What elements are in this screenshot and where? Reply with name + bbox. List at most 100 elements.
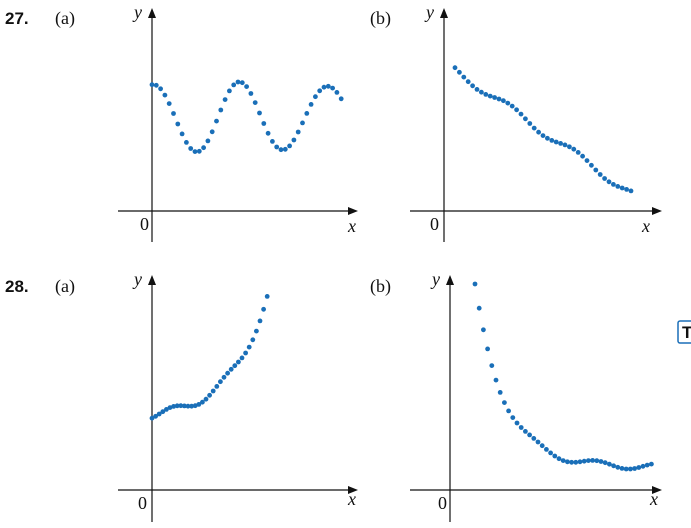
x-axis-label: x [347, 216, 356, 236]
scatter-dot [567, 144, 572, 150]
scatter-dot [236, 359, 241, 365]
scatter-dot [558, 141, 563, 146]
scatter-dot [184, 140, 189, 145]
scatter-dot [556, 456, 562, 462]
scatter-dot [472, 281, 478, 287]
scatter-dot [493, 377, 499, 383]
scatter-dot [476, 305, 482, 311]
problem-number: 28. [5, 277, 29, 296]
scatter-dot [257, 110, 262, 116]
x-axis-label: x [649, 489, 658, 509]
scatter-dot [248, 91, 254, 96]
scatter-dot [214, 118, 219, 124]
scatter-dot [300, 120, 305, 126]
scatter-dot [250, 337, 256, 343]
scatter-dot [505, 100, 511, 106]
scatter-dot [295, 129, 301, 135]
scatter-dot [523, 429, 528, 434]
scatter-dot [313, 94, 318, 100]
scatter-dot [243, 350, 249, 356]
scatter-dot [544, 447, 549, 452]
scatter-dot [569, 459, 574, 465]
scatter-dot [239, 355, 245, 361]
scatter-dot [483, 92, 489, 97]
scatter-dot [527, 121, 533, 126]
scatter-dot [174, 403, 180, 409]
scatter-dot [607, 461, 612, 467]
x-arrow [652, 207, 662, 215]
scatter-dot [162, 92, 168, 98]
scatter-dot [560, 458, 566, 463]
scatter-dot [649, 461, 654, 467]
scatter-dot [185, 403, 191, 409]
scatter-dot [536, 129, 541, 135]
scatter-dot [502, 400, 507, 405]
scatter-dot [487, 93, 493, 99]
scatter-dot [465, 79, 471, 85]
scatter-dot [535, 439, 541, 445]
scatter-dot [225, 370, 231, 376]
scatter-dot [171, 111, 176, 116]
scatter-dot [518, 111, 524, 117]
scatter-dot [552, 453, 558, 459]
scatter-dot [575, 150, 581, 155]
scatter-dot [201, 145, 207, 151]
x-axis-label: x [347, 489, 356, 509]
scatter-dot [261, 121, 267, 126]
scatter-dot [264, 294, 270, 299]
scatter-dot [549, 138, 555, 143]
scatter-dot [160, 409, 166, 415]
scatter-dot [149, 82, 155, 88]
scatter-dot [192, 149, 198, 155]
scatter-dot [261, 306, 266, 312]
scatter-dot [179, 131, 185, 137]
problem-number: 27. [5, 9, 29, 28]
scatter-dot [594, 458, 600, 464]
scatter-dot [282, 146, 288, 152]
scatter-dot [623, 466, 629, 472]
scatter-dot [624, 187, 629, 192]
scatter-dot [189, 403, 195, 409]
scatter-dot [644, 462, 650, 468]
x-arrow [652, 486, 662, 494]
scatter-dot [228, 366, 234, 372]
scatter-dot [531, 125, 537, 131]
scatter-dot [232, 363, 238, 369]
scatter-dot [330, 85, 335, 91]
scatter-dot [531, 436, 537, 441]
scatter-dot [175, 121, 181, 127]
scatter-dot [489, 363, 495, 368]
scatter-dot [497, 390, 503, 395]
part-label: (b) [370, 276, 391, 297]
scatter-dot [171, 404, 177, 409]
scatter-dot [196, 148, 202, 154]
scatter-dot [506, 408, 511, 414]
scatter-dot [523, 116, 528, 122]
scatter-dot [235, 79, 241, 85]
y-arrow [148, 8, 156, 18]
scatter-dot [492, 95, 497, 100]
x-arrow [348, 486, 358, 494]
scatter-dot [274, 144, 280, 150]
scatter-dot [227, 88, 232, 94]
scatter-dot [321, 84, 327, 90]
scatter-dot [636, 465, 642, 470]
scatter-dot [222, 97, 228, 102]
scatter-dot [539, 443, 545, 449]
scatter-dot [203, 396, 209, 402]
scatter-dot [278, 147, 284, 153]
scatter-dot [265, 130, 271, 136]
scatter-dot [606, 179, 612, 185]
scatter-dot [481, 327, 486, 333]
scatter-dot [214, 384, 220, 389]
scatter-dot [553, 139, 559, 145]
scatter-dot [474, 87, 480, 92]
figure-layer: 27. (a) y x 0 (b) y x 0 28. (a) y x 0 (b) y x 0 [5, 2, 662, 522]
scatter-dot [615, 184, 621, 189]
scatter-dot [153, 413, 159, 419]
scatter-dot [457, 69, 462, 75]
scatter-dot [188, 146, 194, 151]
scatter-dot [200, 399, 205, 405]
scatter-dot [334, 90, 340, 95]
scatter-dot [317, 88, 323, 94]
